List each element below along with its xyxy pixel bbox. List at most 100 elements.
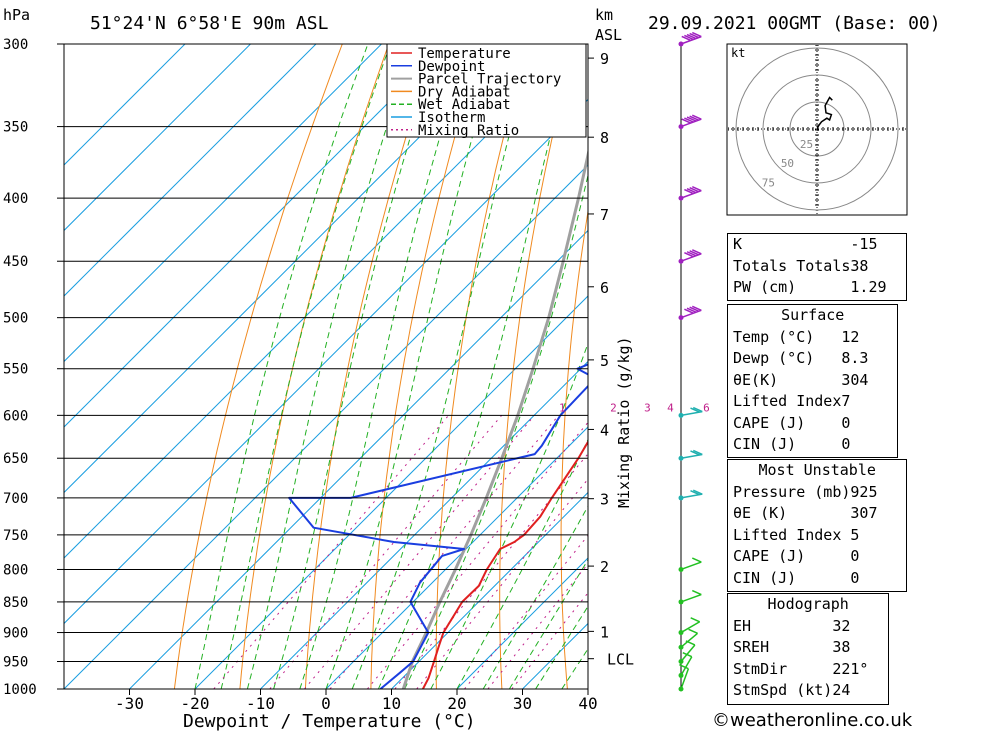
wind-barb-flag	[688, 628, 698, 635]
dry-adiabat-line	[173, 44, 343, 689]
height-tick-label: 6	[600, 279, 609, 297]
temperature-tick-label: -10	[246, 694, 275, 713]
most-unstable-row: Pressure (mb) 925	[733, 482, 878, 501]
pressure-tick-label: 300	[3, 37, 28, 53]
isotherm-line	[64, 44, 513, 494]
hodograph-ring	[735, 47, 899, 211]
wind-barb-flag	[691, 305, 702, 311]
temperature-tick-label: 30	[513, 694, 532, 713]
hodograph-units: kt	[731, 46, 745, 60]
surface-row: CAPE (J) 0	[733, 413, 851, 432]
lcl-label: LCL	[607, 651, 634, 669]
dry-adiabat-line	[499, 44, 575, 689]
dry-adiabat-line	[560, 208, 588, 689]
asl-label: ASL	[595, 26, 622, 44]
hodograph-stats-title: Hodograph	[767, 595, 849, 613]
isotherm-line	[64, 44, 382, 363]
mixing-ratio-label: 1	[559, 401, 566, 414]
wind-barb-flag	[690, 407, 700, 413]
x-axis-label: Dewpoint / Temperature (°C)	[183, 711, 476, 732]
isotherm-line	[391, 491, 588, 689]
most-unstable-row: CIN (J) 0	[733, 568, 860, 587]
dewpoint-line	[288, 363, 588, 689]
location-title: 51°24'N 6°58'E 90m ASL	[90, 13, 329, 34]
wind-barb-flag	[686, 187, 697, 194]
units-label: hPa	[3, 6, 30, 24]
pressure-tick-label: 650	[3, 451, 28, 467]
surface-row: CIN (J) 0	[733, 435, 851, 453]
km-label: km	[595, 6, 613, 24]
surface-row: Lifted Index 7	[733, 392, 851, 410]
wind-barb-flag	[679, 664, 689, 670]
credit-text: ©weatheronline.co.uk	[712, 710, 913, 731]
wind-barb-staff	[680, 621, 701, 634]
dry-adiabat-line	[435, 44, 529, 689]
wind-barb-flag	[689, 187, 699, 193]
hodograph-stats-row: EH 32	[733, 616, 851, 635]
legend-label: Parcel Trajectory	[418, 72, 561, 88]
legend-label: Dry Adiabat	[418, 84, 511, 100]
index-row-k: K -15	[733, 235, 878, 253]
legend-label: Temperature	[418, 46, 511, 62]
wet-adiabat-line	[194, 44, 369, 689]
mixing-ratio-line	[269, 414, 503, 689]
wet-adiabat-line	[246, 44, 415, 689]
legend-label: Isotherm	[418, 110, 485, 126]
pressure-tick-label: 800	[3, 562, 28, 578]
hodograph-ring-label: 25	[800, 138, 813, 151]
isotherm-line	[129, 229, 588, 689]
temperature-tick-label: -30	[115, 694, 144, 713]
indices-panel: K -15 Totals Totals 38 PW (cm) 1.29	[727, 233, 908, 301]
wind-barb-flag	[690, 450, 700, 456]
wind-barb-flag	[686, 33, 697, 40]
wind-barb-flag	[692, 406, 703, 413]
wind-barb-staff	[680, 632, 699, 648]
height-tick-label: 8	[600, 129, 609, 147]
isotherm-line	[64, 44, 317, 297]
dry-adiabat-line	[239, 44, 390, 689]
wet-adiabat-line	[456, 438, 588, 689]
height-tick-label: 5	[600, 352, 609, 370]
wet-adiabat-line	[377, 44, 575, 689]
mixing-ratio-line	[487, 562, 588, 689]
mixing-ratio-line	[367, 421, 588, 689]
mixing-ratio-label: 3	[644, 401, 651, 414]
wind-barb-flag	[689, 306, 699, 312]
temperature-tick-label: 0	[321, 694, 331, 713]
wind-barb-flag	[689, 250, 699, 256]
wet-adiabat-line	[273, 44, 441, 689]
dry-adiabat-line	[991, 44, 1000, 689]
surface-row: Dewp (°C) 8.3	[733, 349, 869, 367]
wet-adiabat-line	[299, 44, 469, 689]
wind-barb-flag	[691, 186, 702, 192]
most-unstable-panel: Most Unstable Pressure (mb) 925 θE (K) 307…	[727, 459, 908, 592]
wind-barb-flag	[686, 307, 697, 313]
hodograph-ring-label: 75	[762, 176, 775, 189]
wind-barb-flag	[691, 249, 702, 255]
pressure-tick-label: 850	[3, 595, 28, 611]
parcel-trajectory-line	[401, 148, 588, 689]
wind-barb-staff	[680, 593, 702, 603]
temperature-tick-label: 20	[447, 694, 466, 713]
wind-barb-flag	[684, 252, 694, 258]
surface-row: θE(K) 304	[733, 370, 869, 389]
temperature-tick-label: 40	[578, 694, 597, 713]
hodograph-trace	[816, 96, 833, 130]
wind-barb-flag	[690, 489, 700, 496]
index-row-totals: Totals Totals 38	[733, 256, 869, 275]
hodograph-stats-row: StmSpd (kt) 24	[733, 681, 851, 699]
pressure-tick-label: 500	[3, 311, 28, 327]
wind-barb-flag	[684, 308, 694, 314]
wind-barb-flag	[689, 115, 699, 121]
surface-title: Surface	[781, 306, 845, 324]
isotherm-line	[64, 44, 251, 232]
height-tick-label: 1	[600, 623, 609, 641]
wind-barb-flag	[686, 116, 697, 122]
temperature-tick-label: 10	[382, 694, 401, 713]
wind-barb-flag	[691, 557, 702, 563]
height-tick-label: 4	[600, 421, 609, 439]
mixing-ratio-label: 6	[703, 401, 710, 414]
hodograph-ring-label: 50	[781, 157, 794, 170]
isotherm-line	[325, 426, 588, 689]
isotherm-line	[64, 44, 186, 166]
